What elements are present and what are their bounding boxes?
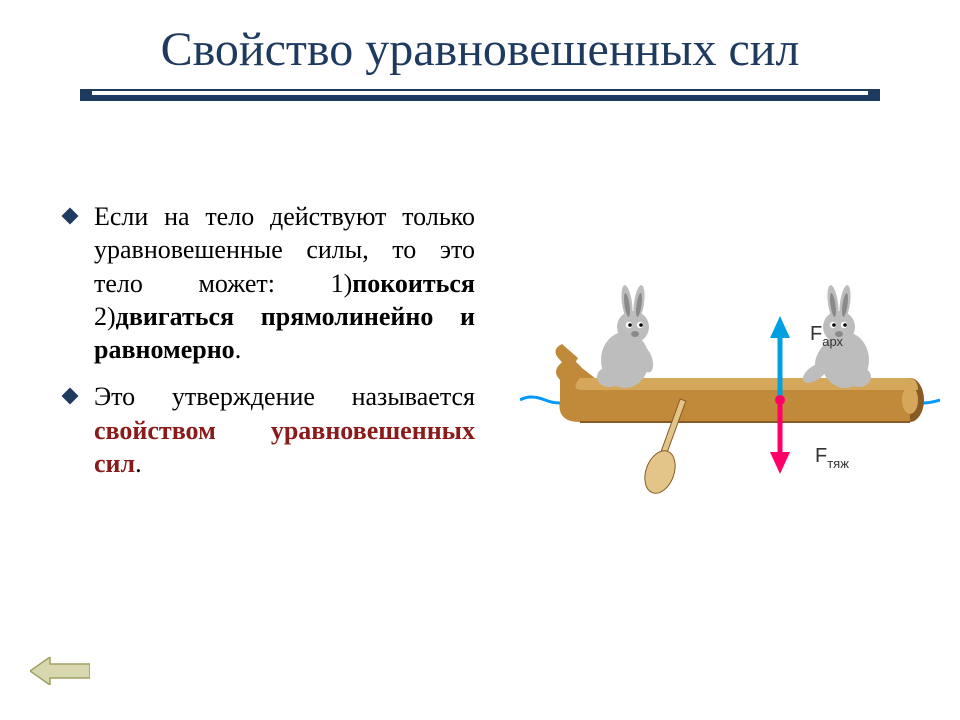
body-area: Если на тело действуют только уравновеше… bbox=[60, 200, 920, 660]
bullet-1-bold2: двигаться прямолинейно и равномерно bbox=[94, 302, 475, 364]
diagram-svg: Fарх Fтяж bbox=[520, 200, 940, 500]
force-up-F: F bbox=[810, 323, 822, 345]
bullet-1-post: . bbox=[235, 335, 242, 364]
back-arrow-icon bbox=[30, 657, 90, 685]
origin-dot bbox=[775, 395, 785, 405]
force-diagram: Fарх Fтяж bbox=[520, 200, 940, 500]
rabbit-left bbox=[597, 284, 656, 388]
bullet-1-mid: 2) bbox=[94, 302, 116, 331]
title-block: Свойство уравновешенных сил bbox=[60, 24, 900, 103]
force-down-label: Fтяж bbox=[815, 445, 849, 471]
bullet-2: Это утверждение называется свойством ура… bbox=[60, 380, 475, 480]
bullet-2-emph: свойством уравновешенных сил bbox=[94, 416, 475, 478]
back-arrow-button[interactable] bbox=[30, 657, 90, 690]
bullet-list: Если на тело действуют только уравновеше… bbox=[60, 200, 475, 480]
force-up-sub: арх bbox=[822, 334, 843, 349]
title-underline bbox=[60, 85, 900, 103]
bullet-2-post: . bbox=[135, 449, 142, 478]
bullet-1: Если на тело действуют только уравновеше… bbox=[60, 200, 475, 366]
slide: Свойство уравновешенных сил Если на тело… bbox=[0, 0, 960, 720]
force-down-F: F bbox=[815, 445, 827, 467]
bullet-2-pre: Это утверждение называется bbox=[94, 382, 475, 411]
underline-square-left bbox=[80, 89, 92, 101]
bullet-1-bold1: покоиться bbox=[352, 269, 475, 298]
underline-thin bbox=[80, 89, 880, 91]
underline-square-right bbox=[868, 89, 880, 101]
slide-title: Свойство уравновешенных сил bbox=[60, 24, 900, 77]
force-down-sub: тяж bbox=[827, 456, 849, 471]
underline-thick bbox=[80, 95, 880, 101]
